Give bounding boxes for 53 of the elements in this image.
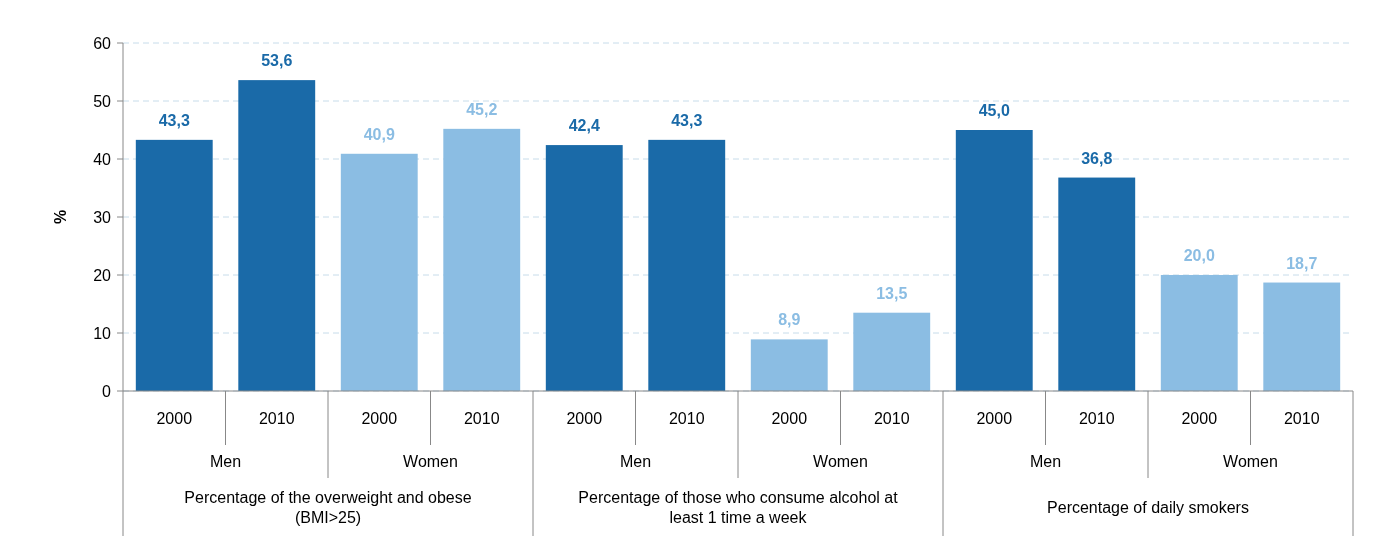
bar <box>1263 282 1341 391</box>
x-tick-label: 2010 <box>873 409 910 427</box>
y-axis-title: % <box>52 209 69 225</box>
y-tick-label: 30 <box>93 208 112 226</box>
x-tick-label: 2000 <box>156 409 193 427</box>
bar <box>340 153 418 391</box>
y-tick-label: 60 <box>93 34 112 52</box>
x-tick-label: 2000 <box>566 409 603 427</box>
text: Men <box>619 453 652 471</box>
text: Women <box>1223 453 1278 471</box>
y-tick-label: 10 <box>93 324 112 342</box>
data-label: 45,2 <box>466 100 498 118</box>
x-tick-label: 2000 <box>361 409 398 427</box>
data-label: 8,9 <box>778 311 801 329</box>
bar <box>135 139 213 391</box>
bar <box>545 145 623 391</box>
text: Percentage of daily smokers <box>1047 498 1249 516</box>
data-label: 43,3 <box>671 111 703 129</box>
data-label: 40,9 <box>363 125 395 143</box>
bar <box>238 80 316 391</box>
data-label: 18,7 <box>1286 254 1318 272</box>
text: Men <box>209 453 242 471</box>
bar <box>853 312 931 391</box>
bar <box>648 139 726 391</box>
text: Women <box>813 453 868 471</box>
x-tick-label: 2010 <box>1283 409 1320 427</box>
data-label: 45,0 <box>978 102 1010 119</box>
data-label: 36,8 <box>1081 149 1113 167</box>
bar <box>1160 275 1238 391</box>
text: Women <box>403 453 458 471</box>
data-label: 42,4 <box>568 117 600 135</box>
x-tick-label: 2010 <box>258 409 295 427</box>
bar <box>955 130 1033 391</box>
x-tick-label: 2000 <box>771 409 808 427</box>
x-tick-label: 2000 <box>1181 409 1218 427</box>
bar <box>750 339 828 391</box>
bar <box>1058 177 1136 391</box>
text: Percentage of those who consume alcohol at least 1 time a week <box>578 488 899 526</box>
x-tick-label: 2010 <box>1078 409 1115 427</box>
data-label: 53,6 <box>261 52 293 70</box>
x-tick-label: 2010 <box>463 409 500 427</box>
bar <box>443 128 521 391</box>
text: Men <box>1029 453 1062 471</box>
text: Percentage of the overweight and obese (BMI>25) <box>184 488 472 526</box>
y-tick-label: 50 <box>93 92 112 110</box>
x-tick-label: 2000 <box>976 409 1013 427</box>
x-tick-label: 2010 <box>668 409 705 427</box>
y-tick-label: 40 <box>93 150 112 168</box>
y-tick-label: 20 <box>93 266 112 284</box>
data-label: 43,3 <box>158 111 190 129</box>
data-label: 20,0 <box>1183 247 1215 264</box>
y-tick-label: 0 <box>102 382 112 400</box>
data-label: 13,5 <box>876 284 908 302</box>
